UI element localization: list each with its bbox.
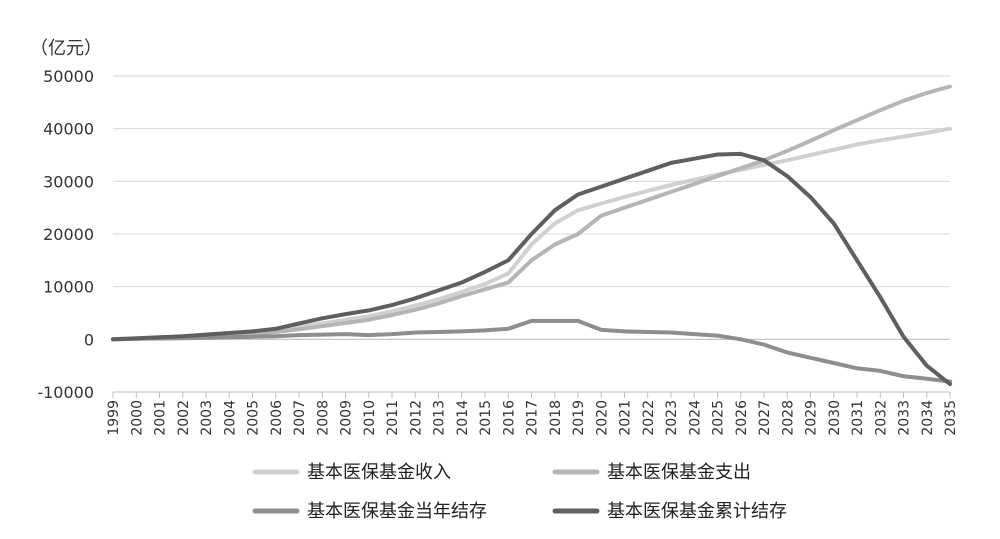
y-tick-label: 0 [84,330,94,349]
y-tick-label: 30000 [43,172,94,191]
legend-label: 基本医保基金当年结存 [307,501,487,522]
x-tick-label: 2024 [687,400,703,436]
x-tick-label: 2010 [362,400,378,436]
legend-label: 基本医保基金收入 [307,462,451,483]
x-tick-label: 2020 [594,400,610,436]
series-line-4 [111,151,952,387]
x-tick-label: 2011 [385,400,401,436]
x-tick-label: 2002 [176,400,192,436]
x-tick-label: 2023 [664,400,680,436]
y-axis-ticks: 50000 40000 30000 20000 10000 0 -10000 [37,67,94,402]
x-tick-label: 2009 [339,400,355,436]
x-tick-label: 2025 [711,400,727,436]
series-line-3 [111,318,952,384]
x-tick-label: 2031 [850,400,866,436]
y-tick-label: 50000 [43,67,94,86]
x-tick-label: 2021 [618,400,634,436]
x-axis [113,338,950,393]
x-tick-label: 2015 [478,400,494,436]
x-tick-label: 2005 [246,400,262,436]
x-tick-label: 2001 [153,400,169,436]
y-tick-label: 20000 [43,225,94,244]
y-axis-unit-label: （亿元） [30,38,102,59]
x-tick-label: 2007 [292,400,308,436]
y-tick-label: -10000 [37,383,94,402]
y-tick-label: 40000 [43,120,94,139]
x-tick-label: 2006 [269,400,285,436]
legend-label: 基本医保基金累计结存 [607,501,787,522]
x-tick-label: 2016 [501,400,517,436]
x-tick-label: 2034 [920,400,936,436]
x-tick-label: 2032 [873,400,889,436]
x-tick-label: 2013 [432,400,448,436]
x-tick-label: 2018 [548,400,564,436]
x-tick-label: 2017 [525,400,541,436]
x-tick-label: 2030 [827,400,843,436]
x-tick-label: 2004 [222,400,238,436]
x-tick-label: 2027 [757,400,773,436]
x-tick-label: 2029 [804,400,820,436]
legend-label: 基本医保基金支出 [607,462,751,483]
series-lines [111,84,952,387]
x-tick-label: 2033 [897,400,913,436]
x-tick-label: 2014 [455,400,471,436]
x-tick-label: 2019 [571,400,587,436]
x-tick-label: 2026 [734,400,750,436]
x-tick-label: 1999 [106,400,122,436]
x-tick-label: 2035 [943,400,959,436]
y-tick-label: 10000 [43,278,94,297]
series-line-2 [111,84,952,342]
x-tick-label: 2022 [641,400,657,436]
x-tick-label: 2028 [780,400,796,436]
x-tick-label: 2003 [199,400,215,436]
x-tick-label: 2000 [129,400,145,436]
x-tick-label: 2012 [408,400,424,436]
x-tick-label: 2008 [315,400,331,436]
x-axis-ticks: 1999 2000 2001 2002 2003 2004 2005 2006 2007 2008… [106,392,959,436]
